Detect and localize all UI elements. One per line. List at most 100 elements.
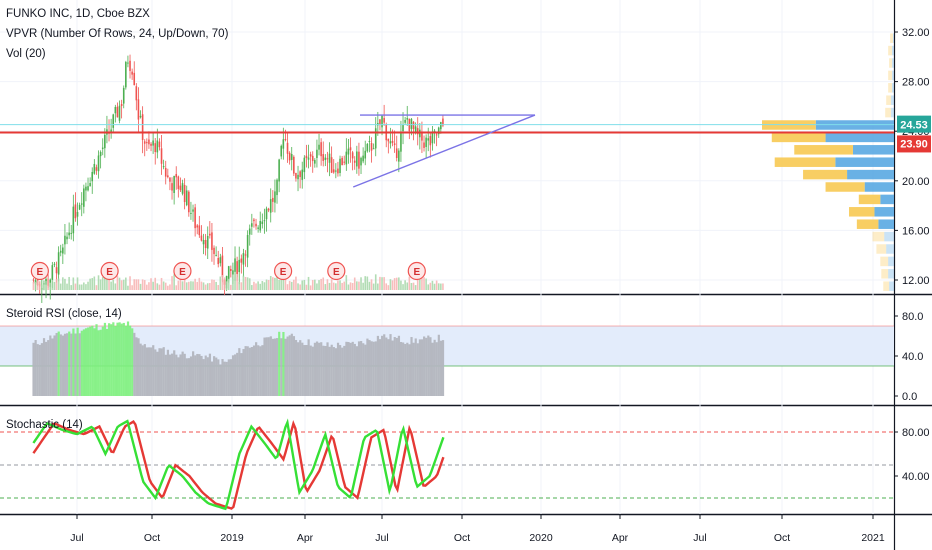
volume-bar: [368, 281, 371, 290]
volume-bar: [85, 284, 87, 290]
candle-body: [230, 269, 232, 271]
candle-body: [442, 118, 444, 126]
volume-bar: [429, 282, 432, 290]
symbol-legend[interactable]: FUNKO INC, 1D, Cboe BZX: [6, 8, 150, 20]
rsi-bar: [389, 334, 392, 396]
candle-body: [143, 141, 146, 144]
level-price-label: 23.90: [900, 138, 928, 150]
vpvr-row-down: [888, 83, 893, 93]
volume-bar: [206, 283, 209, 290]
candle-body: [280, 145, 283, 157]
price-tick-label: 32.00: [902, 27, 930, 39]
rsi-bar: [301, 342, 304, 396]
candle-body: [101, 147, 104, 149]
level-price-tag: [897, 135, 931, 153]
volume-bar: [393, 278, 396, 290]
volume-bar: [440, 283, 442, 290]
candle-body: [314, 160, 316, 164]
rsi-bar: [250, 347, 254, 396]
time-tick-label: 2021: [861, 532, 885, 544]
stoch-tick-label: 80.00: [902, 427, 930, 439]
volume-bar: [337, 280, 339, 290]
stochastic-legend[interactable]: Stochastic (14): [6, 419, 83, 431]
volume-bar: [238, 281, 241, 290]
rsi-bar: [276, 338, 279, 396]
candle-body: [299, 171, 301, 178]
candle-body: [62, 247, 64, 254]
volume-bar: [272, 277, 274, 290]
rsi-bar: [364, 344, 367, 396]
price-tick-label: 16.00: [902, 225, 930, 237]
candle-body: [196, 225, 199, 228]
rsi-bar: [219, 364, 222, 396]
volume-bar: [95, 285, 98, 290]
rsi-bar: [257, 345, 260, 396]
stoch-d-line: [32, 419, 445, 510]
volume-bar: [253, 281, 255, 290]
candle-body: [183, 184, 186, 203]
volume-bar: [412, 282, 415, 290]
volume-bar: [290, 281, 293, 290]
volume-bar: [213, 279, 215, 290]
time-tick-label: Jul: [70, 532, 83, 544]
volume-bar: [51, 280, 54, 290]
vpvr-legend[interactable]: VPVR (Number Of Rows, 24, Up/Down, 70): [6, 28, 229, 40]
price-tick-label: 12.00: [902, 275, 930, 287]
volume-bar: [190, 281, 192, 290]
rsi-legend[interactable]: Steroid RSI (close, 14): [6, 308, 122, 320]
volume-bar: [104, 276, 106, 290]
rsi-bar: [36, 344, 39, 396]
volume-legend[interactable]: Vol (20): [6, 48, 46, 60]
time-tick-label: 2019: [220, 532, 244, 544]
vpvr-row-up: [825, 132, 894, 143]
volume-bar: [314, 279, 316, 290]
rsi-bar: [66, 333, 69, 396]
rsi-bar: [362, 343, 365, 396]
volume-bar: [97, 275, 100, 290]
candle-body: [127, 62, 129, 64]
vpvr-row-down: [825, 182, 865, 192]
volume-bar: [148, 282, 150, 290]
volume-bar: [282, 277, 285, 290]
rsi-bar: [179, 354, 182, 396]
rsi-bar: [309, 345, 312, 396]
candle-body: [379, 119, 381, 125]
candle-body: [433, 130, 436, 132]
rsi-bar: [236, 352, 239, 396]
volume-bar: [177, 280, 180, 290]
rsi-bar: [404, 343, 407, 396]
rsi-bar: [376, 335, 380, 396]
rsi-bar: [63, 333, 67, 396]
vpvr-row-down: [794, 145, 853, 155]
volume-bar: [349, 282, 352, 290]
candle-body: [141, 114, 144, 141]
rsi-bar: [208, 353, 212, 396]
volume-bar: [425, 278, 427, 290]
volume-bar: [43, 280, 45, 290]
volume-bar: [402, 284, 404, 290]
volume-bar: [435, 280, 438, 290]
rsi-bar: [288, 335, 291, 396]
earnings-marker: [407, 261, 426, 281]
volume-bar: [416, 279, 419, 290]
volume-bar: [339, 280, 341, 290]
candle-body: [89, 183, 91, 187]
volume-bar: [374, 274, 377, 290]
candle-body: [402, 124, 404, 132]
volume-bar: [59, 283, 62, 290]
rsi-bar: [183, 353, 186, 396]
volume-bar: [356, 281, 358, 290]
volume-bar: [198, 277, 201, 290]
rsi-bar: [181, 351, 184, 396]
candle-body: [234, 258, 236, 272]
candle-body: [263, 220, 266, 222]
candle-body: [80, 203, 83, 205]
rsi-bar: [332, 347, 335, 396]
volume-bar: [93, 276, 96, 290]
volume-bar: [255, 283, 257, 290]
rsi-bar: [320, 342, 323, 396]
rsi-bar: [349, 342, 352, 396]
volume-bar: [76, 277, 79, 290]
volume-bar: [427, 284, 430, 290]
